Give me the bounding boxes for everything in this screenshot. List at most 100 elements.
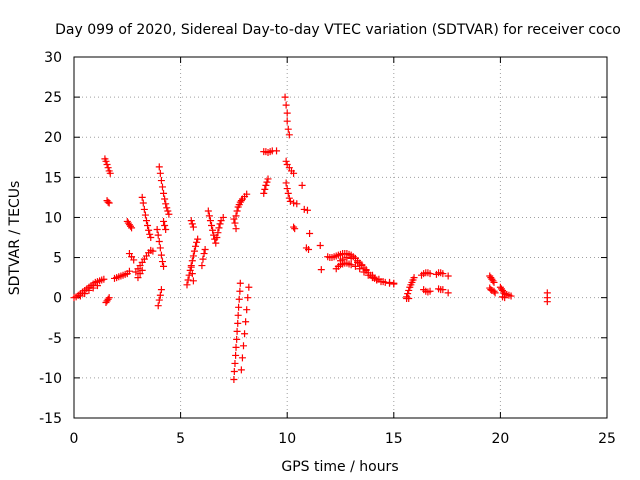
data-point (491, 289, 499, 297)
data-point (286, 197, 294, 205)
data-point (187, 217, 195, 225)
data-point (290, 169, 298, 177)
series-arc-3.9 (153, 225, 168, 310)
data-point (128, 224, 136, 232)
data-point (189, 223, 197, 231)
data-point (215, 224, 223, 232)
x-tick-label: 10 (278, 431, 296, 447)
data-point (232, 343, 240, 351)
data-point (273, 147, 281, 155)
data-point (161, 221, 169, 229)
series-arc-3 (132, 246, 157, 282)
data-point (379, 278, 387, 286)
data-point (213, 234, 221, 241)
data-point (184, 276, 192, 284)
y-tick-label: 25 (44, 90, 62, 106)
data-point (104, 164, 112, 172)
data-point (164, 207, 172, 215)
x-axis-label: GPS time / hours (281, 459, 398, 475)
data-point (187, 263, 195, 271)
series-arc-start (70, 275, 108, 302)
data-point (134, 274, 142, 282)
y-axis-label: SDTVAR / TECUs (7, 181, 23, 296)
data-point (243, 190, 251, 198)
data-point (89, 284, 97, 292)
y-tick-label: -5 (48, 331, 62, 347)
data-point (368, 271, 376, 279)
series-arc-5.5 (183, 217, 202, 289)
data-point (231, 219, 239, 227)
data-point (147, 234, 155, 241)
data-point (232, 225, 240, 233)
data-point (104, 198, 112, 206)
data-point (426, 287, 434, 295)
y-tick-label: -10 (39, 371, 62, 387)
data-point (426, 270, 434, 278)
data-point (244, 294, 252, 302)
data-point (209, 226, 217, 234)
data-point (208, 221, 216, 229)
data-point (189, 252, 197, 260)
data-point (157, 251, 165, 259)
series-arc-2 (111, 267, 133, 282)
y-tick-labels: -15 -10 -5 0 5 10 15 20 25 30 (39, 50, 62, 427)
data-point (102, 157, 110, 165)
data-point (232, 351, 240, 359)
data-point (139, 199, 147, 207)
data-point (231, 359, 239, 367)
data-point (283, 117, 291, 125)
data-point (283, 109, 291, 117)
data-point (262, 181, 270, 189)
x-tick-label: 15 (385, 431, 403, 447)
data-point (219, 213, 227, 221)
data-point (390, 279, 398, 287)
data-point (145, 226, 153, 234)
data-points (70, 93, 551, 383)
data-point (410, 274, 418, 282)
data-point (188, 257, 196, 265)
data-point (200, 250, 208, 258)
data-point (490, 287, 498, 295)
data-point (351, 262, 359, 270)
data-point (347, 261, 355, 269)
data-point (236, 287, 244, 295)
data-point (356, 265, 364, 273)
data-point (285, 194, 293, 202)
data-point (405, 294, 413, 302)
data-point (142, 217, 150, 225)
data-point (264, 175, 272, 183)
data-point (192, 242, 200, 250)
data-point (144, 221, 152, 229)
data-point (260, 189, 268, 197)
data-point (233, 207, 241, 215)
data-point (199, 255, 207, 263)
data-point (156, 169, 164, 177)
series-arc-7.5-low (230, 279, 253, 383)
data-point (160, 189, 168, 197)
data-point (130, 256, 138, 264)
y-tick-label: 0 (53, 291, 62, 307)
series-arc-12.7-lower (332, 254, 398, 287)
data-point (507, 292, 515, 300)
data-point (198, 262, 206, 270)
data-point (300, 205, 308, 213)
data-point (190, 247, 198, 255)
data-point (444, 272, 452, 280)
data-point (444, 289, 452, 297)
data-point (439, 286, 447, 294)
data-point (235, 303, 243, 311)
data-point (283, 185, 291, 193)
data-point (155, 238, 163, 246)
data-point (153, 225, 161, 233)
data-point (487, 286, 495, 294)
chart-title: Day 099 of 2020, Sidereal Day-to-day VTE… (55, 22, 621, 38)
x-tick-label: 20 (491, 431, 509, 447)
data-point (405, 286, 413, 294)
data-point (282, 101, 290, 109)
data-point (317, 266, 325, 274)
data-point (490, 278, 498, 286)
series-arc-3.3 (138, 193, 155, 241)
data-point (290, 199, 298, 207)
data-point (238, 354, 246, 362)
